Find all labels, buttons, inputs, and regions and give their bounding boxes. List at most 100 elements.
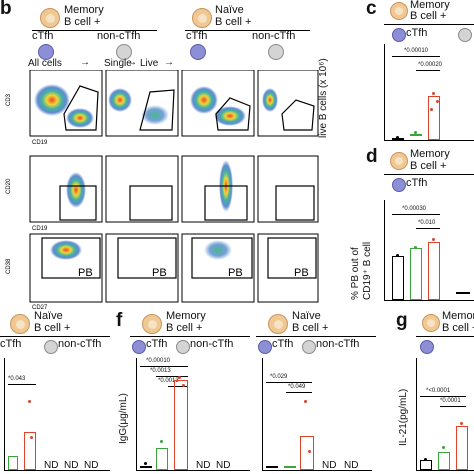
d-pvalue-2: *0.010 <box>418 220 436 226</box>
svg-text:PB: PB <box>152 267 167 279</box>
g-bar-green <box>438 452 450 470</box>
flow-plot-r3c2 <box>105 233 179 303</box>
f-point <box>144 462 147 465</box>
c-ylabel: live B cells (x 10⁶) <box>318 58 329 138</box>
f-left-title1: Memory <box>166 310 206 322</box>
f-left-bracket <box>130 336 250 337</box>
svg-text:CD19: CD19 <box>32 226 48 232</box>
c-pvalue-1: *0.00010 <box>404 48 429 54</box>
ctfh-cell-icon <box>258 340 272 354</box>
non-ctfh-cell-icon <box>44 340 58 354</box>
f-right-nonctfh: non-cTfh <box>316 338 360 350</box>
gate-arrow-3: → <box>164 57 174 68</box>
memory-b-cell-icon <box>422 314 440 332</box>
non-ctfh-cell-icon <box>176 340 190 354</box>
c-pbar-2 <box>416 70 440 71</box>
ctfh-cell-icon <box>420 340 434 354</box>
f-left-x-axis <box>136 470 250 471</box>
d-ylabel1: % PB out of <box>350 247 361 300</box>
b-ctfh-label-1: cTfh <box>32 30 54 42</box>
c-point <box>432 92 435 95</box>
memory-b-cell-icon <box>390 2 408 20</box>
memory-b-cell-icon <box>40 8 60 28</box>
f-point <box>182 384 185 387</box>
e-nd-2: ND <box>64 460 79 471</box>
c-pbar-1 <box>392 56 440 57</box>
f-right-bracket <box>256 336 376 337</box>
d-title2: B cell + <box>410 160 447 172</box>
b-memory-title2: B cell + <box>64 16 101 28</box>
flow-plot-grid: CD3 CD19 CD20 CD19 CD38 CD27 PB PB PB PB <box>6 70 319 310</box>
f-point <box>178 376 181 379</box>
f-nd-2: ND <box>216 460 231 471</box>
svg-text:CD27: CD27 <box>32 305 48 310</box>
g-pvalue-1: *<0.0001 <box>426 388 451 394</box>
f-nd-1: ND <box>196 460 211 471</box>
non-ctfh-cell-icon <box>116 44 132 60</box>
svg-text:CD20: CD20 <box>6 178 12 194</box>
c-point <box>430 108 433 111</box>
d-pvalue-1: *0.00030 <box>402 206 427 212</box>
f-left-pvalue-1: *0.00010 <box>146 358 171 364</box>
non-ctfh-cell-icon <box>302 340 316 354</box>
d-y-axis <box>384 200 385 300</box>
e-nonctfh: non-cTfh <box>58 338 102 350</box>
flow-plot-r2c3 <box>181 155 255 223</box>
ctfh-cell-icon <box>132 340 146 354</box>
d-bar-red <box>428 242 440 300</box>
memory-b-cell-icon <box>142 314 162 334</box>
g-bar-red <box>456 426 468 470</box>
f-left-pvalue-2: *0.0013 <box>150 368 171 374</box>
g-y-axis <box>416 358 417 470</box>
panel-letter-f: f <box>116 310 123 331</box>
g-pvalue-2: *0.0001 <box>440 398 461 404</box>
f-right-pvalue-2: *0.049 <box>288 384 306 390</box>
c-x-axis <box>384 140 474 141</box>
b-memory-bracket <box>32 30 157 31</box>
f-right-y-axis <box>262 358 263 470</box>
c-bracket <box>384 24 474 25</box>
c-bar-red <box>428 96 440 140</box>
d-bar-black <box>392 256 404 300</box>
f-left-pbar-2 <box>156 376 188 377</box>
g-pbar-1 <box>420 396 466 397</box>
svg-text:CD19: CD19 <box>32 140 48 146</box>
panel-letter-c: c <box>366 0 377 19</box>
f-right-bar-black <box>266 466 278 468</box>
e-pvalue-1: *0.043 <box>8 376 26 382</box>
f-nd-3: ND <box>322 460 337 471</box>
flow-plot-r3c4 <box>257 233 319 303</box>
ctfh-cell-icon <box>190 44 206 60</box>
svg-text:PB: PB <box>228 267 243 279</box>
e-y-axis <box>4 358 5 470</box>
svg-text:CD3: CD3 <box>6 93 12 106</box>
e-bracket <box>0 336 110 337</box>
f-left-y-axis <box>136 358 137 470</box>
f-right-bar-green <box>284 466 296 468</box>
non-ctfh-cell-icon <box>458 28 472 42</box>
f-right-bar-red <box>300 436 314 470</box>
f-left-bar-green <box>156 448 168 470</box>
g-bracket <box>416 336 474 337</box>
f-nd-4: ND <box>344 460 359 471</box>
g-x-axis <box>416 470 474 471</box>
g-point <box>442 446 445 449</box>
c-point <box>414 131 417 134</box>
c-title2: B cell + <box>410 10 447 22</box>
d-bar-green <box>410 248 422 300</box>
ctfh-cell-icon <box>392 28 406 42</box>
e-x-axis <box>4 470 110 471</box>
flow-plot-r2c1 <box>29 155 103 223</box>
c-point <box>436 100 439 103</box>
g-bar-black <box>420 460 432 470</box>
c-y-axis <box>384 44 385 140</box>
gate-arrow-2: → <box>127 57 137 68</box>
d-title1: Memory <box>410 148 450 160</box>
c-pvalue-2: *0.00020 <box>418 62 443 68</box>
svg-text:PB: PB <box>294 267 309 279</box>
d-point <box>432 238 435 241</box>
flow-plot-r2c2 <box>105 155 179 223</box>
c-group: cTfh <box>406 27 428 39</box>
b-naive-title2: B cell + <box>215 16 252 28</box>
f-right-x-axis <box>262 470 372 471</box>
